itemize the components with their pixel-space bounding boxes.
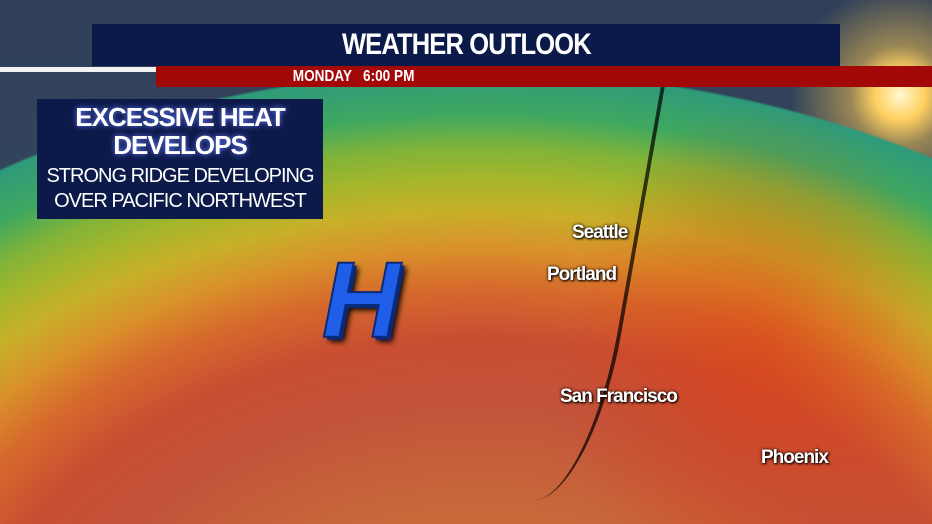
headline-line-2: DEVELOPS (113, 130, 248, 160)
headline-line-1: EXCESSIVE HEAT (75, 102, 285, 132)
city-portland: Portland (547, 264, 617, 285)
forecast-time: MONDAY 6:00 PM (293, 68, 415, 85)
title-banner: WEATHER OUTLOOK (92, 24, 840, 66)
description: STRONG RIDGE DEVELOPING OVER PACIFIC NOR… (37, 164, 323, 214)
land-heat-overlay (560, 100, 932, 524)
time-banner: MONDAY 6:00 PM (156, 66, 932, 87)
city-seattle: Seattle (572, 222, 628, 243)
description-line-1: STRONG RIDGE DEVELOPING (46, 165, 314, 187)
title: WEATHER OUTLOOK (341, 28, 592, 61)
info-box: EXCESSIVE HEAT DEVELOPS STRONG RIDGE DEV… (37, 99, 323, 219)
headline: EXCESSIVE HEAT DEVELOPS (37, 103, 323, 159)
city-phoenix: Phoenix (761, 447, 829, 468)
city-san-francisco: San Francisco (560, 386, 678, 407)
accent-line (0, 67, 156, 72)
high-pressure-icon: H (321, 239, 401, 360)
description-line-2: OVER PACIFIC NORTHWEST (54, 190, 307, 212)
